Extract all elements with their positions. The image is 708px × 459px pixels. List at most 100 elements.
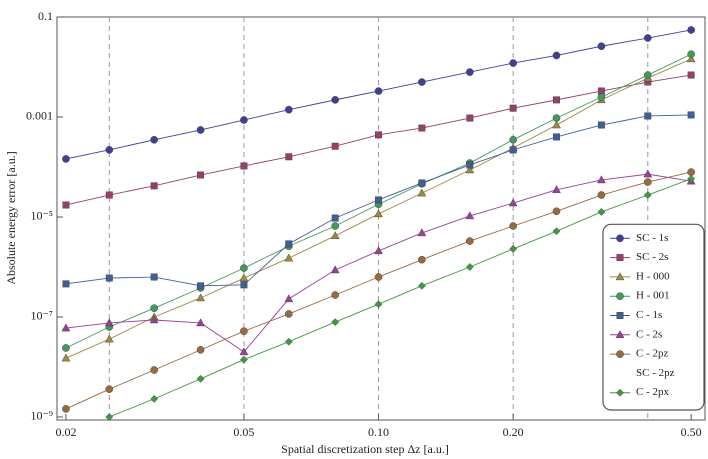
point: [105, 191, 113, 199]
legend-marker: [615, 330, 625, 338]
point: [240, 264, 248, 272]
point: [331, 96, 339, 104]
point: [331, 214, 339, 222]
point: [330, 231, 340, 240]
point: [687, 174, 696, 183]
point: [508, 198, 518, 207]
x-tick-label: 0.02: [55, 425, 76, 439]
point: [331, 222, 339, 230]
point: [687, 111, 695, 119]
point: [687, 50, 695, 59]
point: [285, 240, 293, 248]
y-axis-label: Absolute energy error [a.u.]: [4, 151, 18, 284]
point: [552, 51, 561, 60]
point: [285, 153, 293, 161]
legend-marker: [616, 234, 624, 243]
point: [597, 42, 606, 51]
point: [509, 245, 518, 253]
point: [643, 71, 652, 79]
point: [643, 34, 652, 42]
legend-marker: [616, 292, 624, 301]
legend-label: H - 001: [636, 290, 670, 302]
point: [61, 323, 71, 332]
point: [150, 135, 158, 144]
point: [105, 413, 114, 421]
point: [686, 54, 696, 63]
point: [465, 263, 474, 271]
point: [284, 310, 293, 318]
point: [417, 281, 426, 290]
point: [374, 209, 383, 218]
point: [61, 353, 71, 362]
point: [150, 366, 158, 374]
point: [240, 281, 248, 289]
point: [417, 188, 427, 197]
point: [553, 133, 560, 141]
point: [509, 135, 517, 144]
point: [150, 304, 158, 312]
point: [62, 155, 70, 163]
point: [597, 175, 606, 184]
legend-label: C - 2s: [636, 328, 662, 340]
legend-label: SC - 2s: [636, 251, 668, 263]
point: [149, 315, 159, 324]
point: [597, 121, 605, 129]
point: [62, 280, 70, 288]
point: [240, 355, 248, 364]
point: [331, 318, 340, 326]
y-tick-label: 10⁻⁵: [30, 209, 53, 223]
point: [104, 318, 114, 327]
point: [418, 78, 426, 86]
x-tick-label: 0.10: [368, 425, 389, 439]
legend-label: SC - 1s: [636, 232, 668, 244]
point: [150, 395, 159, 403]
point: [509, 104, 517, 112]
point: [687, 26, 695, 34]
point: [196, 126, 205, 134]
point: [644, 112, 652, 120]
point: [196, 346, 205, 354]
point: [62, 344, 70, 352]
point: [284, 294, 294, 303]
point: [240, 162, 248, 170]
point: [374, 246, 383, 255]
point: [196, 318, 205, 327]
y-tick-label: 10⁻⁷: [30, 309, 53, 323]
point: [105, 146, 114, 154]
point: [330, 265, 340, 274]
point: [466, 237, 474, 245]
legend-marker: [616, 312, 624, 319]
point: [196, 293, 205, 302]
legend-box: [602, 223, 705, 411]
point: [105, 385, 114, 393]
point: [466, 161, 474, 169]
point: [239, 273, 249, 282]
point: [597, 208, 606, 216]
point: [687, 71, 695, 79]
point: [375, 196, 382, 204]
plot-frame: [56, 16, 706, 421]
legend-label: C - 2pz: [636, 348, 669, 360]
point: [374, 273, 383, 281]
point: [466, 68, 474, 76]
point: [240, 327, 248, 335]
point: [105, 274, 113, 282]
y-tick-label: 0.001: [26, 109, 53, 123]
point: [465, 211, 475, 220]
point: [197, 171, 205, 179]
x-tick-label: 0.50: [681, 425, 702, 439]
legend-marker: [616, 388, 624, 397]
point: [553, 96, 560, 104]
series-line: [109, 178, 692, 418]
point: [196, 374, 205, 383]
point: [284, 253, 294, 262]
point: [62, 201, 70, 209]
point: [239, 347, 249, 356]
point: [552, 185, 561, 193]
point: [240, 116, 248, 124]
point: [509, 222, 517, 230]
point: [374, 87, 383, 95]
point: [643, 191, 652, 199]
point: [150, 182, 158, 190]
